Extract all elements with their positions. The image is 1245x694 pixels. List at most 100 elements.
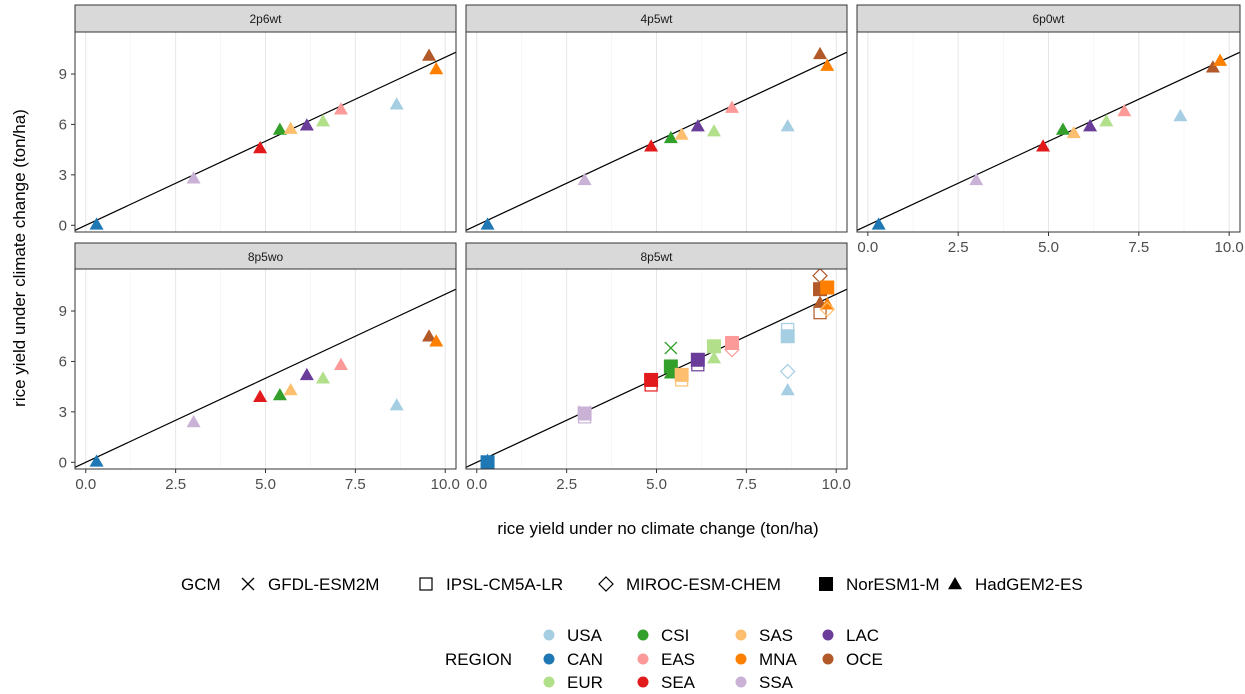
y-tick-label: 9 bbox=[59, 303, 67, 320]
point-can-hadgem2-es bbox=[480, 217, 495, 230]
point-mna-noresm1-m bbox=[820, 280, 835, 295]
legend-region-key-usa bbox=[543, 629, 555, 641]
point-sea-hadgem2-es bbox=[253, 389, 268, 402]
panel-plot-area bbox=[75, 269, 456, 469]
legend-region-key-mna bbox=[735, 653, 747, 665]
point-lac-noresm1-m bbox=[690, 352, 705, 367]
legend-region-key-can bbox=[543, 653, 555, 665]
y-axis-title: rice yield under climate change (ton/ha) bbox=[10, 109, 29, 407]
point-eur-noresm1-m bbox=[707, 339, 722, 354]
legend-gcm: GCM GFDL-ESM2M IPSL-CM5A-LR MIROC-ESM-CHEM N… bbox=[181, 575, 1083, 594]
identity-line bbox=[857, 51, 1240, 231]
point-usa-hadgem2-es bbox=[1173, 109, 1188, 122]
point-lac-hadgem2-es bbox=[299, 118, 314, 131]
point-sea-hadgem2-es bbox=[253, 140, 268, 154]
point-mna-hadgem2-es bbox=[820, 58, 835, 71]
point-oce-hadgem2-es bbox=[1205, 60, 1220, 73]
point-sea-noresm1-m bbox=[644, 372, 659, 387]
point-sas-hadgem2-es bbox=[674, 127, 689, 140]
point-ssa-hadgem2-es bbox=[577, 172, 592, 186]
legend-region-label: SAS bbox=[759, 626, 793, 645]
point-csi-hadgem2-es bbox=[272, 122, 287, 135]
x-tick-label: 2.5 bbox=[165, 476, 186, 493]
x-axis-title: rice yield under no climate change (ton/… bbox=[497, 519, 818, 538]
legend-region-label: CAN bbox=[567, 650, 603, 669]
x-tick-label: 7.5 bbox=[345, 476, 366, 493]
panel-6p0wt: 6p0wt 0.0 2.5 5.0 7.5 10.0 bbox=[856, 4, 1244, 256]
legend-gcm-key-cross bbox=[241, 577, 255, 591]
point-can-hadgem2-es bbox=[871, 217, 886, 230]
point-lac-hadgem2-es bbox=[1083, 119, 1098, 132]
point-can-hadgem2-es bbox=[89, 217, 104, 230]
identity-line bbox=[466, 51, 847, 231]
x-tick-label: 7.5 bbox=[736, 476, 757, 493]
point-can-hadgem2-es bbox=[89, 454, 104, 467]
point-eur-hadgem2-es bbox=[316, 114, 331, 127]
point-eas-hadgem2-es bbox=[724, 100, 739, 113]
legend-region-key-ssa bbox=[735, 676, 747, 688]
point-eur-hadgem2-es bbox=[707, 124, 722, 137]
panel-8p5wo: 8p5wo 0 3 6 9 0.0 2.5 5.0 7.5 10.0 bbox=[59, 242, 460, 493]
point-csi-hadgem2-es bbox=[663, 366, 678, 379]
point-lac-ipsl-cm5a-lr bbox=[691, 358, 705, 372]
identity-line bbox=[75, 288, 456, 468]
x-tick-label: 0.0 bbox=[857, 239, 878, 256]
panel-8p5wt: 8p5wt 0.0 2.5 5.0 7.5 10.0 bbox=[465, 242, 851, 493]
legend-region-label: LAC bbox=[846, 626, 879, 645]
point-sas-hadgem2-es bbox=[283, 383, 298, 396]
point-usa-noresm1-m bbox=[780, 329, 795, 344]
point-lac-hadgem2-es bbox=[690, 119, 705, 132]
legend-region-label: USA bbox=[567, 626, 603, 645]
point-eas-hadgem2-es bbox=[333, 102, 348, 115]
point-can-hadgem2-es bbox=[480, 453, 495, 466]
x-tick-label: 10.0 bbox=[1215, 239, 1244, 256]
x-tick-label: 7.5 bbox=[1128, 239, 1149, 256]
legend-region-label: SSA bbox=[759, 673, 794, 692]
panel-border bbox=[74, 31, 457, 233]
legend-region-key-lac bbox=[822, 629, 834, 641]
facet-label: 8p5wt bbox=[640, 250, 673, 264]
legend-gcm-label: IPSL-CM5A-LR bbox=[446, 575, 563, 594]
x-tick-label: 10.0 bbox=[822, 476, 851, 493]
legend-region-title: REGION bbox=[445, 650, 512, 669]
point-sas-miroc-esm-chem bbox=[819, 301, 836, 318]
y-tick-label: 0 bbox=[59, 217, 67, 234]
legend-region-label: EAS bbox=[661, 650, 695, 669]
legend-gcm-label: MIROC-ESM-CHEM bbox=[626, 575, 781, 594]
point-mna-hadgem2-es bbox=[1213, 53, 1228, 66]
x-tick-label: 0.0 bbox=[75, 476, 96, 493]
point-sas-noresm1-m bbox=[674, 367, 689, 382]
point-eur-hadgem2-es bbox=[1099, 114, 1114, 127]
x-tick-label: 5.0 bbox=[1038, 239, 1059, 256]
point-eas-miroc-esm-chem bbox=[724, 341, 740, 358]
point-sea-ipsl-cm5a-lr bbox=[644, 378, 658, 392]
legend-gcm-label: HadGEM2-ES bbox=[975, 575, 1083, 594]
legend-region-label: OCE bbox=[846, 650, 883, 669]
facet-strip bbox=[856, 4, 1241, 33]
point-oce-ipsl-cm5a-lr bbox=[813, 306, 827, 320]
point-eas-hadgem2-es bbox=[1117, 103, 1132, 117]
point-usa-miroc-esm-chem bbox=[779, 363, 796, 380]
point-csi-hadgem2-es bbox=[663, 130, 678, 144]
point-oce-hadgem2-es bbox=[813, 46, 828, 60]
y-tick-label: 3 bbox=[59, 167, 67, 184]
y-tick-label: 0 bbox=[59, 454, 67, 471]
facet-label: 6p0wt bbox=[1032, 12, 1065, 26]
point-usa-hadgem2-es bbox=[389, 97, 404, 110]
legend-gcm-title: GCM bbox=[181, 575, 221, 594]
x-tick-label: 0.0 bbox=[466, 476, 487, 493]
point-usa-hadgem2-es bbox=[389, 398, 404, 411]
legend-region-label: CSI bbox=[661, 626, 689, 645]
facet-strip bbox=[74, 4, 457, 33]
legend-region-label: SEA bbox=[661, 673, 696, 692]
facet-label: 8p5wo bbox=[248, 250, 284, 264]
facet-label: 4p5wt bbox=[640, 12, 673, 26]
point-oce-hadgem2-es bbox=[422, 48, 437, 61]
point-sas-hadgem2-es bbox=[1066, 125, 1081, 139]
point-ssa-noresm1-m bbox=[577, 406, 592, 421]
legend-gcm-key-diamond-open bbox=[598, 576, 614, 592]
legend-region-key-sas bbox=[735, 629, 747, 641]
legend-gcm-key-square-open bbox=[419, 577, 433, 591]
